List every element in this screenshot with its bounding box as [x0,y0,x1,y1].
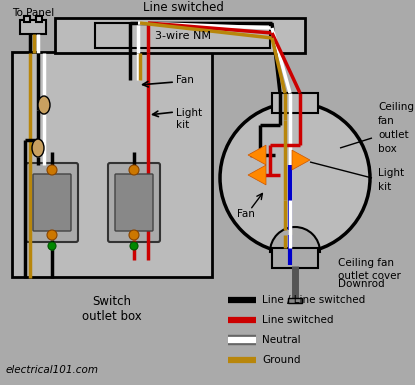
Text: Switch
outlet box: Switch outlet box [82,295,142,323]
Text: Light
kit: Light kit [378,168,404,192]
Circle shape [129,165,139,175]
Text: Line / Line switched: Line / Line switched [262,295,365,305]
Circle shape [129,230,139,240]
Text: To Panel: To Panel [12,8,54,18]
Bar [272,93,318,113]
Circle shape [48,242,56,250]
Text: Ceiling
fan
outlet
box: Ceiling fan outlet box [378,102,414,154]
FancyBboxPatch shape [115,174,153,231]
Bar [20,20,46,34]
Circle shape [47,230,57,240]
Text: Line switched: Line switched [262,315,334,325]
Text: Downrod: Downrod [338,279,385,289]
Text: Fan: Fan [237,209,255,219]
Text: Ceiling fan
outlet cover: Ceiling fan outlet cover [338,258,401,281]
Circle shape [47,165,57,175]
Text: Fan: Fan [176,75,194,85]
Ellipse shape [32,139,44,157]
Text: 3-wire NM: 3-wire NM [155,31,211,41]
Bar [24,16,30,22]
FancyBboxPatch shape [33,174,71,231]
Text: Light
kit: Light kit [176,108,202,130]
Text: Ground: Ground [262,355,300,365]
Circle shape [220,103,370,253]
Text: Neutral: Neutral [262,335,300,345]
FancyBboxPatch shape [108,163,160,242]
Bar [36,16,42,22]
Ellipse shape [38,96,50,114]
Wedge shape [270,227,320,252]
Bar [272,248,318,268]
Text: Line switched: Line switched [143,1,223,14]
FancyBboxPatch shape [26,163,78,242]
Bar [55,18,305,53]
Bar [12,52,212,277]
Polygon shape [292,150,310,170]
Bar [288,298,302,303]
Bar [95,23,270,48]
Circle shape [130,242,138,250]
Text: electrical101.com: electrical101.com [5,365,98,375]
Polygon shape [248,165,266,185]
Polygon shape [248,145,266,165]
